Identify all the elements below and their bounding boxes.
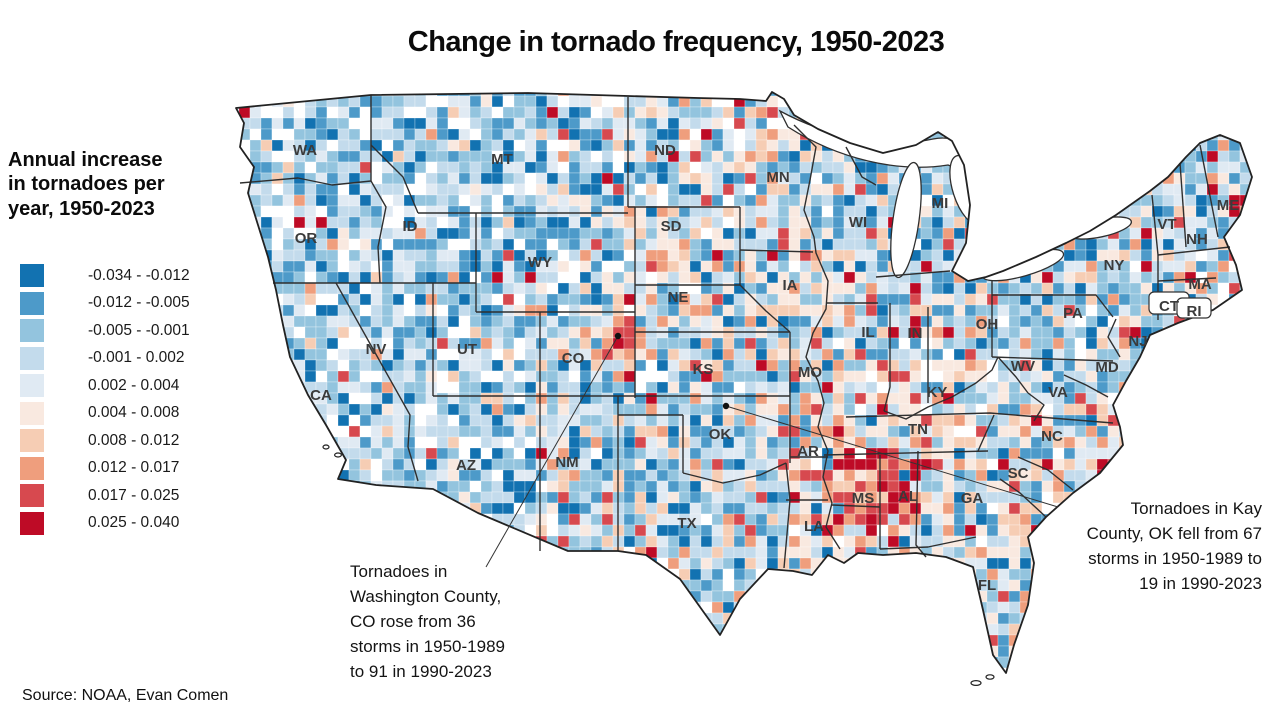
state-label-SD: SD <box>661 218 682 235</box>
state-label-NV: NV <box>366 341 387 358</box>
state-label-CO: CO <box>562 350 585 367</box>
state-label-NC: NC <box>1041 428 1063 445</box>
state-label-WA: WA <box>293 142 317 159</box>
state-label-IA: IA <box>783 277 798 294</box>
legend-row: 0.017 - 0.025 <box>20 482 190 510</box>
legend-row: -0.005 - -0.001 <box>20 317 190 345</box>
legend-swatch <box>20 429 44 453</box>
us-county-map-svg: WA OR CA NV ID UT AZ MT WY CO NM ND SD NE KS OK TX MN IA MO… <box>235 91 1253 686</box>
state-label-NE: NE <box>668 289 689 306</box>
legend-range-label: -0.001 - 0.002 <box>88 349 185 367</box>
state-label-KY: KY <box>927 384 948 401</box>
state-label-ND: ND <box>654 142 676 159</box>
legend-range-label: 0.008 - 0.012 <box>88 431 180 449</box>
state-label-TX: TX <box>677 515 696 532</box>
state-label-OR: OR <box>295 230 318 247</box>
legend-swatch <box>20 401 44 425</box>
state-label-FL: FL <box>978 577 996 594</box>
legend-range-label: 0.004 - 0.008 <box>88 404 180 422</box>
state-label-NY: NY <box>1104 257 1125 274</box>
legend-range-label: 0.025 - 0.040 <box>88 514 180 532</box>
legend-rows: -0.034 - -0.012 -0.012 - -0.005 -0.005 - -… <box>20 262 190 537</box>
legend-swatch <box>20 319 44 343</box>
legend-row: 0.012 - 0.017 <box>20 455 190 483</box>
state-label-MT: MT <box>491 151 513 168</box>
state-label-OK: OK <box>709 426 732 443</box>
state-label-MS: MS <box>852 490 875 507</box>
state-label-GA: GA <box>961 490 984 507</box>
state-label-PA: PA <box>1063 305 1083 322</box>
state-label-OH: OH <box>976 316 999 333</box>
legend-swatch <box>20 374 44 398</box>
state-label-MD: MD <box>1095 359 1118 376</box>
legend-row: 0.008 - 0.012 <box>20 427 190 455</box>
state-label-NJ: NJ <box>1128 333 1147 350</box>
legend-swatch <box>20 511 44 535</box>
leader-line-washington <box>485 335 619 568</box>
label-box-RI <box>1176 297 1212 319</box>
state-label-SC: SC <box>1008 465 1029 482</box>
island <box>985 674 995 680</box>
county-dot-washington <box>614 332 622 340</box>
legend-range-label: -0.012 - -0.005 <box>88 294 190 312</box>
state-label-MN: MN <box>766 169 789 186</box>
state-label-CA: CA <box>310 387 332 404</box>
state-label-NH: NH <box>1186 231 1208 248</box>
state-label-IL: IL <box>861 324 874 341</box>
island <box>333 452 342 458</box>
state-label-KS: KS <box>693 361 714 378</box>
legend-row: -0.034 - -0.012 <box>20 262 190 290</box>
state-label-WI: WI <box>849 214 867 231</box>
state-label-AR: AR <box>797 443 819 460</box>
legend-row: -0.001 - 0.002 <box>20 345 190 373</box>
source-note: Source: NOAA, Evan Comen <box>22 687 229 704</box>
state-label-LA: LA <box>804 518 824 535</box>
state-label-VT: VT <box>1157 216 1176 233</box>
county-dot-kay <box>722 402 730 410</box>
page-title: Change in tornado frequency, 1950-2023 <box>407 26 945 58</box>
legend-range-label: -0.034 - -0.012 <box>88 266 190 284</box>
state-borders <box>239 95 1231 569</box>
state-label-IN: IN <box>908 325 923 342</box>
state-label-WY: WY <box>528 254 552 271</box>
legend-swatch <box>20 264 44 288</box>
legend-row: -0.012 - -0.005 <box>20 290 190 318</box>
state-label-AZ: AZ <box>456 457 476 474</box>
state-label-ID: ID <box>403 218 418 235</box>
annotation-kay-county: Tornadoes in Kay County, OK fell from 67… <box>1086 499 1262 593</box>
island <box>970 679 982 686</box>
state-label-ME: ME <box>1217 197 1240 214</box>
state-label-MA: MA <box>1188 276 1211 293</box>
legend-title: Annual increase in tornadoes per year, 1… <box>8 149 165 220</box>
state-label-NM: NM <box>555 454 578 471</box>
legend-swatch <box>20 346 44 370</box>
state-label-MI: MI <box>932 195 949 212</box>
legend-swatch <box>20 291 44 315</box>
legend-row: 0.025 - 0.040 <box>20 510 190 538</box>
state-label-MO: MO <box>798 364 822 381</box>
legend-range-label: -0.005 - -0.001 <box>88 321 190 339</box>
legend-range-label: 0.002 - 0.004 <box>88 376 180 394</box>
state-label-RI: RI <box>1187 303 1202 320</box>
us-outline <box>235 91 1253 674</box>
island <box>322 444 330 450</box>
legend-swatch <box>20 484 44 508</box>
state-label-WV: WV <box>1011 358 1035 375</box>
map-legend: Annual increase in tornadoes per year, 1… <box>8 148 240 535</box>
us-choropleth-map: WA OR CA NV ID UT AZ MT WY CO NM ND SD NE KS OK TX MN IA MO… <box>228 85 1268 697</box>
legend-row: 0.002 - 0.004 <box>20 372 190 400</box>
state-label-AL: AL <box>898 488 918 505</box>
state-label-TN: TN <box>908 421 928 438</box>
legend-range-label: 0.017 - 0.025 <box>88 486 180 504</box>
legend-row: 0.004 - 0.008 <box>20 400 190 428</box>
legend-swatch <box>20 456 44 480</box>
legend-range-label: 0.012 - 0.017 <box>88 459 180 477</box>
state-label-CT: CT <box>1159 298 1179 315</box>
state-label-UT: UT <box>457 341 477 358</box>
leader-line-kay <box>725 405 1059 508</box>
state-label-VA: VA <box>1048 384 1068 401</box>
annotation-washington-county: Tornadoes in Washington County, CO rose … <box>350 562 505 681</box>
